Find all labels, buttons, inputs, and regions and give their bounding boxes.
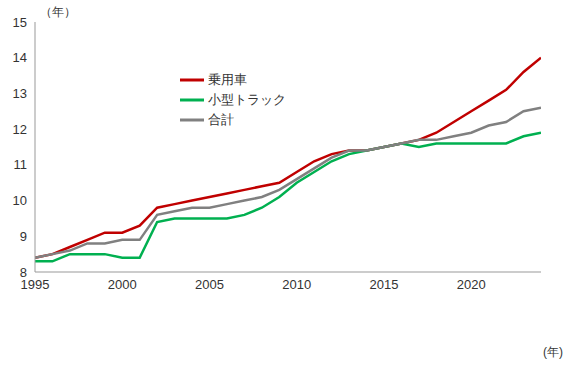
- svg-text:12: 12: [13, 122, 27, 137]
- svg-text:15: 15: [13, 15, 27, 30]
- svg-text:9: 9: [20, 229, 27, 244]
- html-text:小型トラック: 小型トラック: [208, 92, 286, 107]
- svg-text:10: 10: [13, 193, 27, 208]
- svg-text:2010: 2010: [282, 277, 311, 292]
- svg-text:2005: 2005: [195, 277, 224, 292]
- svg-text:14: 14: [13, 50, 27, 65]
- html-text:（年）: （年）: [40, 5, 76, 19]
- svg-text:11: 11: [14, 157, 28, 172]
- svg-text:8: 8: [20, 265, 27, 280]
- html-text:合計: 合計: [208, 112, 234, 127]
- html-text:(年): (年): [543, 345, 563, 359]
- svg-text:13: 13: [13, 86, 27, 101]
- svg-text:2020: 2020: [457, 277, 486, 292]
- svg-text:2000: 2000: [108, 277, 137, 292]
- svg-text:1995: 1995: [20, 277, 50, 293]
- html-text:乗用車: 乗用車: [208, 72, 247, 87]
- svg-text:2015: 2015: [370, 277, 399, 292]
